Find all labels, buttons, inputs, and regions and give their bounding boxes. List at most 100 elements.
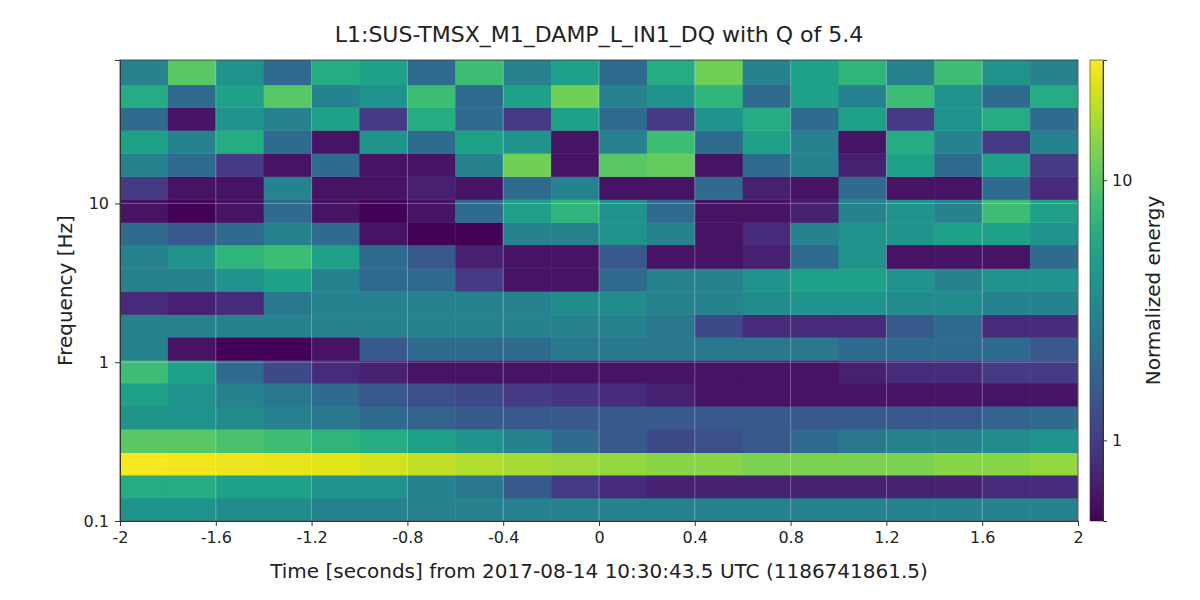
cell — [695, 199, 743, 222]
cell — [407, 60, 455, 85]
cell — [551, 383, 599, 407]
tick: 0.1 — [84, 512, 120, 531]
grid — [120, 60, 1078, 521]
cell — [934, 337, 982, 361]
cell — [839, 453, 887, 476]
cell — [839, 222, 887, 245]
cell — [120, 130, 168, 154]
tick: -2 — [113, 521, 129, 547]
cell — [982, 60, 1030, 85]
cell — [743, 107, 791, 130]
cell — [120, 176, 168, 200]
tick-mark — [312, 521, 313, 526]
cell — [407, 314, 455, 337]
cell — [360, 199, 408, 222]
cell — [647, 453, 695, 476]
cell — [551, 107, 599, 130]
cell — [695, 383, 743, 407]
tick-mark — [503, 521, 504, 526]
cell — [551, 337, 599, 361]
grid-line — [790, 60, 791, 521]
grid-line — [120, 203, 1078, 204]
cell — [791, 429, 839, 453]
cell — [1030, 314, 1078, 337]
cell — [743, 60, 791, 85]
cell — [982, 429, 1030, 453]
cell — [312, 498, 360, 521]
cell — [120, 475, 168, 498]
cell — [168, 314, 216, 337]
cell — [839, 153, 887, 177]
cell — [934, 199, 982, 222]
cell — [1030, 153, 1078, 177]
cell — [312, 199, 360, 222]
cell — [407, 245, 455, 269]
cell — [216, 153, 264, 177]
cell — [312, 130, 360, 154]
tick: 1 — [99, 353, 120, 372]
cell — [264, 429, 312, 453]
tick-label: -0.8 — [392, 528, 423, 547]
plot-frame — [120, 60, 1078, 521]
cell — [599, 176, 647, 200]
cell — [647, 383, 695, 407]
cell — [647, 360, 695, 383]
cell — [743, 291, 791, 315]
cell — [599, 429, 647, 453]
cell — [216, 268, 264, 291]
cell — [791, 406, 839, 429]
cell — [120, 60, 168, 85]
cell — [647, 498, 695, 521]
cell — [886, 406, 934, 429]
cell — [934, 429, 982, 453]
cell — [264, 406, 312, 429]
cell — [599, 498, 647, 521]
cell — [360, 60, 408, 85]
x-axis: -2-1.6-1.2-0.8-0.400.40.81.21.62 — [113, 521, 1084, 547]
cell — [791, 360, 839, 383]
cell — [551, 245, 599, 269]
cell — [743, 453, 791, 476]
tick: 0.4 — [683, 521, 708, 547]
cell — [216, 383, 264, 407]
cell — [647, 291, 695, 315]
cell — [934, 453, 982, 476]
cell — [886, 130, 934, 154]
cell — [360, 337, 408, 361]
cell — [982, 85, 1030, 108]
cell — [168, 406, 216, 429]
tick-mark — [407, 521, 408, 526]
cell — [551, 475, 599, 498]
cell — [1030, 337, 1078, 361]
cell — [120, 153, 168, 177]
cell — [312, 291, 360, 315]
tick-label: -1.6 — [201, 528, 232, 547]
cell — [1030, 85, 1078, 108]
cell — [455, 85, 503, 108]
cell — [839, 130, 887, 154]
cell — [599, 60, 647, 85]
cell — [886, 453, 934, 476]
cell — [168, 337, 216, 361]
cell — [791, 222, 839, 245]
cell — [743, 268, 791, 291]
cell — [360, 130, 408, 154]
grid-line — [120, 362, 1078, 363]
tick-mark — [1103, 180, 1107, 181]
cell — [360, 498, 408, 521]
cell — [455, 176, 503, 200]
cell — [743, 153, 791, 177]
cell — [360, 406, 408, 429]
cell — [407, 130, 455, 154]
cell — [695, 453, 743, 476]
axis-line — [1104, 61, 1108, 522]
cell — [839, 268, 887, 291]
cell — [168, 107, 216, 130]
cell — [839, 383, 887, 407]
cell — [264, 153, 312, 177]
cell — [1030, 60, 1078, 85]
cell — [360, 107, 408, 130]
cell — [120, 337, 168, 361]
cell — [312, 383, 360, 407]
cell — [360, 291, 408, 315]
